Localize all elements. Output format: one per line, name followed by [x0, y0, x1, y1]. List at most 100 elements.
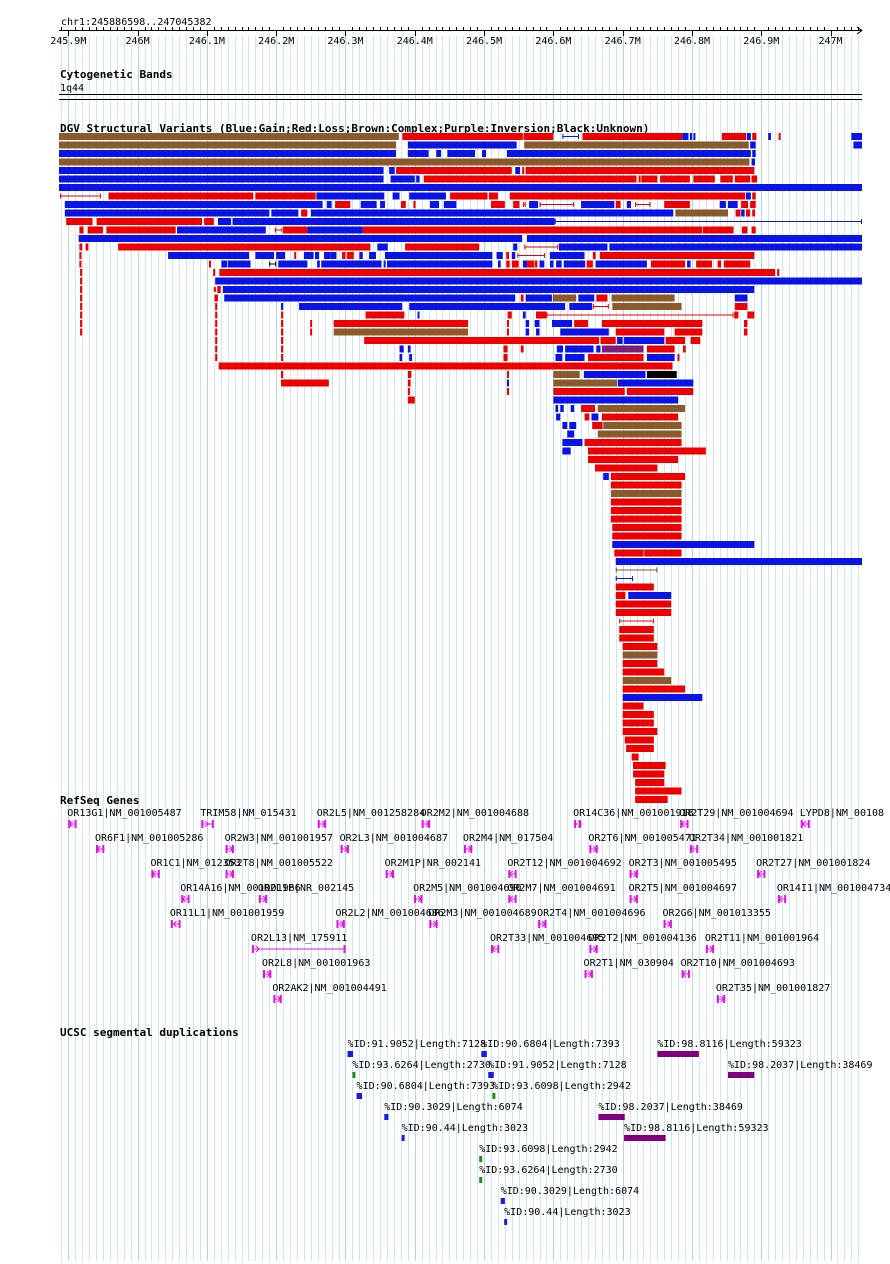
gene-label[interactable]: OR2M7|NM_001004691 — [507, 883, 615, 894]
segdup-label[interactable]: %ID:98.8116|Length:59323 — [657, 1039, 802, 1050]
segdup-block[interactable] — [492, 1093, 496, 1099]
variant-gain[interactable] — [539, 260, 545, 268]
variant-gain[interactable] — [581, 201, 615, 208]
variant-loss[interactable] — [615, 592, 626, 599]
variant-gain[interactable] — [693, 133, 696, 140]
variant-complex[interactable] — [622, 651, 658, 659]
variant-loss[interactable] — [588, 456, 679, 463]
variant-gain[interactable] — [359, 252, 363, 259]
variant-loss[interactable] — [615, 328, 665, 336]
variant-loss[interactable] — [721, 133, 747, 140]
variant-loss[interactable] — [635, 779, 665, 786]
variant-loss[interactable] — [281, 345, 284, 353]
gene-feature[interactable]: OR11L1|NM_001001959 — [170, 908, 284, 928]
variant-complex[interactable] — [603, 422, 682, 429]
variant-loss[interactable] — [80, 294, 83, 302]
variant-loss[interactable] — [219, 269, 776, 276]
variant-loss[interactable] — [777, 269, 780, 276]
variant-loss[interactable] — [506, 260, 510, 268]
variant-complex[interactable] — [59, 141, 397, 149]
variant-loss[interactable] — [614, 549, 644, 557]
variant-loss[interactable] — [342, 252, 346, 259]
variant-loss[interactable] — [407, 371, 412, 378]
variant-gain[interactable] — [612, 541, 755, 548]
variant-gain[interactable] — [556, 345, 564, 353]
variant-inversion[interactable] — [601, 345, 644, 353]
segdup-label[interactable]: %ID:90.44|Length:3023 — [402, 1123, 528, 1134]
segdup-block[interactable] — [624, 1135, 666, 1141]
variant-gain[interactable] — [227, 260, 251, 268]
variant-gain[interactable] — [689, 133, 692, 140]
segdup-label[interactable]: %ID:93.6264|Length:2730 — [352, 1060, 490, 1071]
gene-feature[interactable]: OR2T3|NM_001005495 — [629, 858, 737, 878]
variant-loss[interactable] — [506, 320, 510, 327]
variant-gain[interactable] — [603, 473, 609, 480]
gene-feature[interactable]: OR2T12|NM_001004692 — [507, 858, 622, 878]
variant-loss[interactable] — [612, 532, 682, 540]
variant-loss[interactable] — [362, 226, 703, 234]
variant-loss[interactable] — [584, 413, 590, 421]
variant-loss[interactable] — [283, 226, 308, 234]
variant-gain[interactable] — [330, 252, 337, 259]
variant-gain[interactable] — [310, 209, 540, 217]
variant-gain[interactable] — [522, 311, 526, 319]
variant-complex[interactable] — [59, 158, 750, 166]
variant-loss[interactable] — [274, 227, 283, 233]
gene-feature[interactable]: OR2M4|NM_017504 — [463, 833, 553, 853]
variant-loss[interactable] — [522, 202, 526, 207]
variant-loss[interactable] — [619, 634, 654, 642]
gene-feature[interactable]: OR2T2|NM_001004136 — [588, 933, 697, 953]
variant-loss[interactable] — [346, 252, 354, 259]
variant-gain[interactable] — [534, 320, 540, 327]
gene-feature[interactable]: OR2W3|NM_001001957 — [225, 833, 333, 853]
variant-loss[interactable] — [217, 286, 221, 293]
variant-loss[interactable] — [281, 337, 284, 344]
gene-label[interactable]: OR2T5|NM_001004697 — [629, 883, 737, 894]
variant-gain[interactable] — [549, 252, 585, 259]
variant-loss[interactable] — [596, 294, 608, 302]
gene-label[interactable]: OR2T10|NM_001004693 — [681, 958, 795, 969]
variant-loss[interactable] — [581, 405, 595, 412]
variant-gain[interactable] — [549, 260, 554, 268]
variant-gain[interactable] — [281, 303, 284, 310]
segdup-block[interactable] — [479, 1156, 483, 1162]
variant-loss[interactable] — [622, 660, 658, 667]
gene-feature[interactable]: OR2L5|NM_001258284 — [317, 808, 425, 828]
variant-gain[interactable] — [628, 592, 672, 599]
variant-gain[interactable] — [555, 405, 559, 412]
variant-loss[interactable] — [582, 133, 683, 140]
gene-label[interactable]: OR2T3|NM_001005495 — [629, 858, 737, 869]
variant-gain[interactable] — [515, 167, 521, 174]
gene-feature[interactable]: OR2G6|NM_001013355 — [663, 908, 771, 928]
variant-loss[interactable] — [85, 243, 89, 251]
variant-gain[interactable] — [565, 354, 585, 361]
gene-label[interactable]: OR2T2|NM_001004136 — [588, 933, 696, 944]
gene-label[interactable]: OR2T34|NM_001001821 — [689, 833, 803, 844]
gene-feature[interactable]: OR2L8|NM_001001963 — [262, 958, 370, 978]
variant-loss[interactable] — [622, 728, 658, 735]
variant-loss[interactable] — [734, 311, 739, 319]
variant-gain[interactable] — [303, 252, 314, 259]
gene-feature[interactable]: OR2T4|NM_001004696 — [537, 908, 645, 928]
variant-loss[interactable] — [592, 252, 596, 259]
variant-loss[interactable] — [281, 328, 284, 336]
variant-gain[interactable] — [551, 320, 573, 327]
variant-gain[interactable] — [525, 320, 530, 327]
variant-loss[interactable] — [507, 311, 512, 319]
variant-loss[interactable] — [520, 294, 524, 302]
variant-complex[interactable] — [59, 133, 399, 140]
gene-feature[interactable]: OR2L1P|NR_002145 — [258, 883, 354, 903]
variant-gain[interactable] — [553, 396, 679, 404]
variant-loss[interactable] — [619, 618, 654, 624]
gene-label[interactable]: OR11L1|NM_001001959 — [170, 908, 284, 919]
variant-loss[interactable] — [208, 260, 212, 268]
variant-loss[interactable] — [301, 209, 308, 217]
variant-gain[interactable] — [562, 134, 580, 139]
variant-gain[interactable] — [78, 235, 523, 242]
gene-feature[interactable]: OR2M2|NM_001004688 — [421, 808, 529, 828]
variant-gain[interactable] — [617, 337, 623, 344]
variant-complex[interactable] — [333, 328, 469, 336]
variant-gain[interactable] — [719, 201, 726, 208]
variant-gain[interactable] — [558, 243, 608, 251]
variant-loss[interactable] — [407, 388, 410, 395]
